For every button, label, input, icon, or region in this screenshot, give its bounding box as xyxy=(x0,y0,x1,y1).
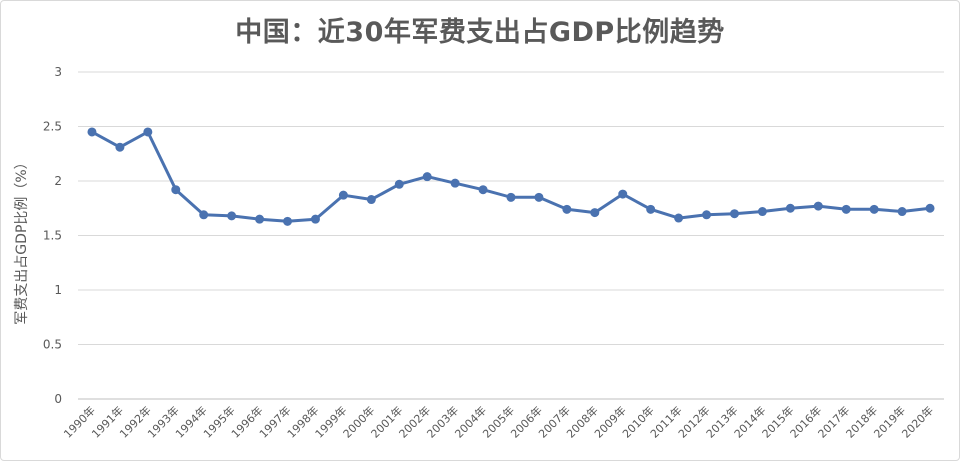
x-tick-label: 2020年 xyxy=(899,403,936,440)
data-point xyxy=(618,189,628,199)
data-point xyxy=(925,203,935,213)
y-tick-label: 1 xyxy=(54,283,62,297)
y-tick-label: 2.5 xyxy=(43,120,62,134)
data-point xyxy=(562,204,572,214)
data-point xyxy=(702,210,712,220)
data-point xyxy=(143,127,153,137)
data-point xyxy=(171,185,181,195)
y-tick-label: 0 xyxy=(54,392,62,406)
y-tick-label: 2 xyxy=(54,174,62,188)
series-line xyxy=(90,130,932,223)
data-point xyxy=(590,208,600,218)
data-point xyxy=(534,192,544,202)
data-point xyxy=(785,203,795,213)
data-point xyxy=(199,210,209,220)
chart-title: 中国：近30年军费支出占GDP比例趋势 xyxy=(235,17,725,48)
data-point xyxy=(227,211,237,221)
data-point xyxy=(394,179,404,189)
data-point xyxy=(674,213,684,223)
data-point xyxy=(869,204,879,214)
data-point xyxy=(87,127,97,137)
data-point xyxy=(729,209,739,219)
data-point xyxy=(338,190,348,200)
y-tick-label: 3 xyxy=(54,65,62,79)
data-point xyxy=(897,207,907,217)
data-point xyxy=(478,185,488,195)
data-point xyxy=(757,207,767,217)
data-point xyxy=(646,204,656,214)
data-point xyxy=(115,142,125,152)
data-point xyxy=(841,204,851,214)
data-point xyxy=(813,201,823,211)
data-point xyxy=(450,178,460,188)
data-point xyxy=(310,214,320,224)
data-point xyxy=(255,214,265,224)
data-point xyxy=(283,216,293,226)
y-tick-label: 1.5 xyxy=(43,229,62,243)
y-tick-label: 0.5 xyxy=(43,338,62,352)
data-point xyxy=(506,192,516,202)
data-point xyxy=(422,172,432,182)
data-point xyxy=(366,195,376,205)
